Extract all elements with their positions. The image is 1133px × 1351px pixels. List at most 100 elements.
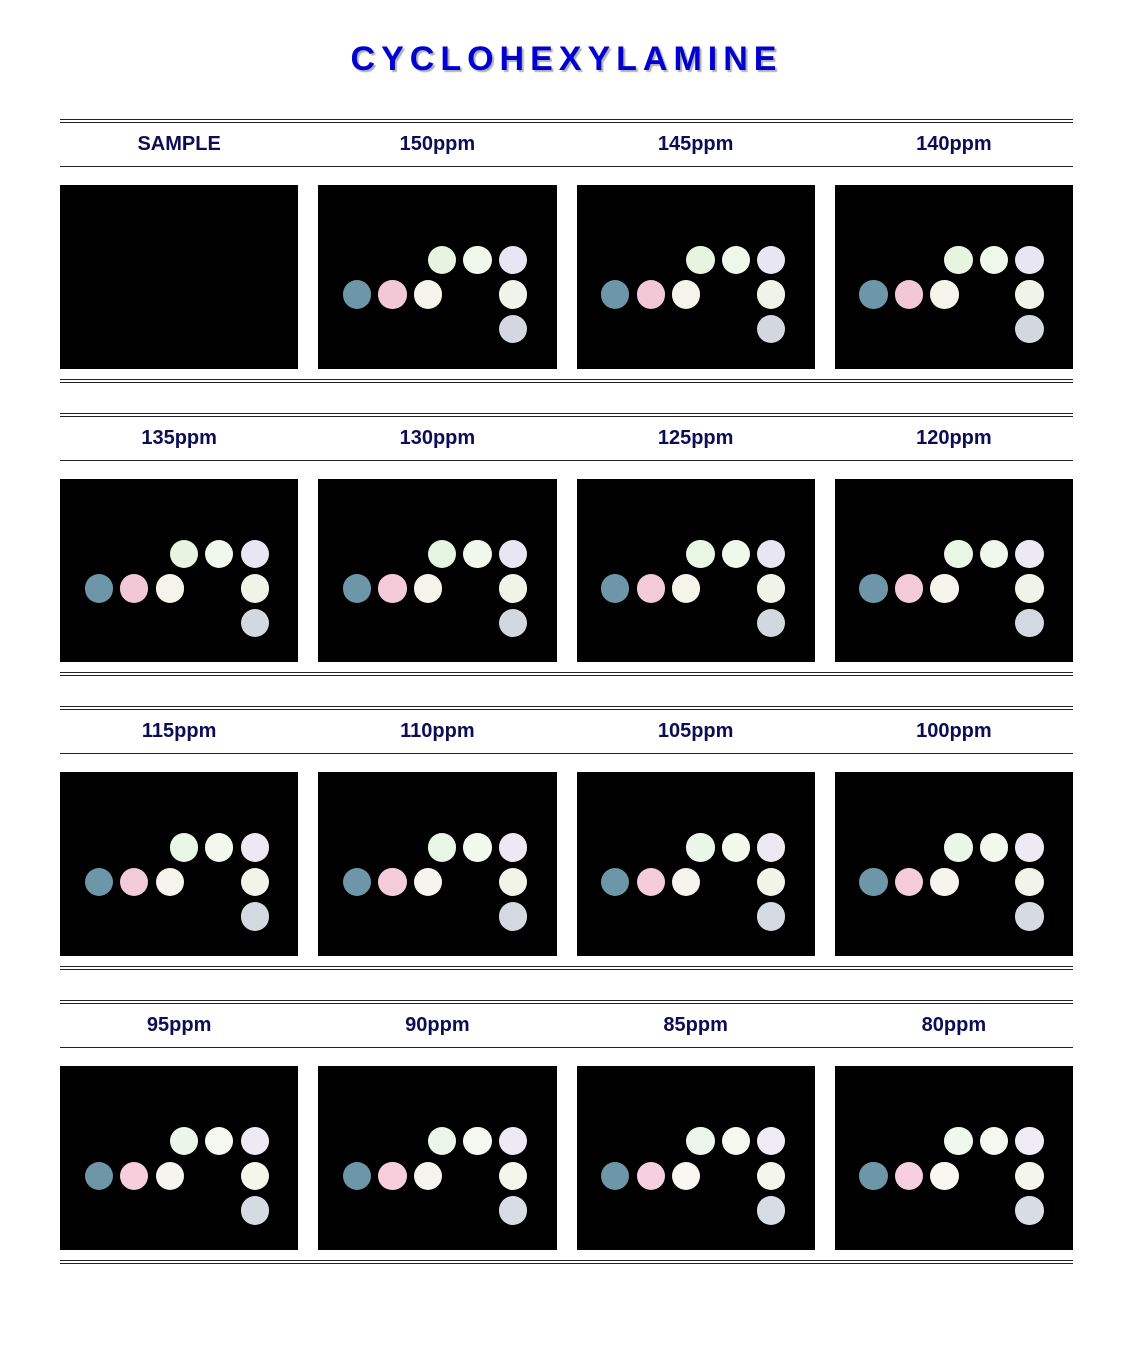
row-block: SAMPLE150ppm145ppm140ppm [60, 119, 1073, 383]
rule-double [60, 119, 1073, 123]
sensor-dot [414, 1162, 442, 1190]
sensor-dot [930, 280, 958, 308]
labels-row: SAMPLE150ppm145ppm140ppm [60, 127, 1073, 162]
sensor-dot [637, 868, 665, 896]
panels-row [60, 1060, 1073, 1256]
sensor-dot [895, 574, 923, 602]
panel-label: 90ppm [318, 1014, 556, 1037]
sensor-dot [1015, 280, 1043, 308]
sensor-dot [686, 540, 714, 568]
sensor-dot [156, 1162, 184, 1190]
panel-label: 95ppm [60, 1014, 298, 1037]
sensor-dot [241, 902, 269, 930]
sensor-dot [980, 540, 1008, 568]
panel-label: 100ppm [835, 720, 1073, 743]
sensor-dot [757, 1196, 785, 1224]
sensor-dot [930, 1162, 958, 1190]
sensor-dot [757, 833, 785, 861]
sensor-dot [414, 868, 442, 896]
sensor-dot [1015, 1127, 1043, 1155]
sensor-dot [601, 1162, 629, 1190]
sensor-dot [120, 1162, 148, 1190]
sensor-dot [120, 868, 148, 896]
sensor-dot [499, 1162, 527, 1190]
sensor-dot [205, 833, 233, 861]
sensor-dot [499, 246, 527, 274]
sensor-dot [895, 280, 923, 308]
sensor-dot [859, 1162, 887, 1190]
panels-row [60, 473, 1073, 669]
sensor-dot [980, 1127, 1008, 1155]
sensor-dot [757, 540, 785, 568]
sensor-panel [60, 1066, 298, 1250]
sensor-dot [499, 315, 527, 343]
panel-label: 120ppm [835, 427, 1073, 450]
sensor-dot [757, 246, 785, 274]
panels-row [60, 179, 1073, 375]
sensor-panel [577, 772, 815, 956]
sensor-dot [980, 246, 1008, 274]
sensor-dot [601, 868, 629, 896]
sensor-dot [463, 246, 491, 274]
sensor-dot [85, 574, 113, 602]
sensor-dot [601, 574, 629, 602]
sensor-dot [637, 1162, 665, 1190]
sensor-dot [1015, 574, 1043, 602]
sensor-dot [205, 1127, 233, 1155]
sensor-dot [499, 833, 527, 861]
sensor-dot [205, 540, 233, 568]
panel-label: 125ppm [577, 427, 815, 450]
sensor-dot [170, 540, 198, 568]
sensor-dot [930, 868, 958, 896]
sensor-dot [930, 574, 958, 602]
sensor-dot [85, 868, 113, 896]
rule-double [60, 672, 1073, 676]
sensor-dot [241, 868, 269, 896]
sensor-dot [1015, 902, 1043, 930]
sensor-dot [672, 280, 700, 308]
sensor-dot [757, 280, 785, 308]
sensor-dot [944, 1127, 972, 1155]
sensor-dot [722, 1127, 750, 1155]
panel-label: SAMPLE [60, 133, 298, 156]
sensor-dot [722, 540, 750, 568]
panel-label: 85ppm [577, 1014, 815, 1037]
panel-label: 105ppm [577, 720, 815, 743]
sensor-panel [577, 1066, 815, 1250]
sensor-dot [686, 833, 714, 861]
sensor-panel [835, 479, 1073, 663]
sensor-dot [428, 1127, 456, 1155]
sensor-dot [757, 609, 785, 637]
rule-double [60, 413, 1073, 417]
sensor-dot [672, 574, 700, 602]
sensor-panel [60, 185, 298, 369]
labels-row: 95ppm 90ppm 85ppm 80ppm [60, 1008, 1073, 1043]
sensor-dot [757, 315, 785, 343]
sensor-dot [686, 1127, 714, 1155]
sensor-dot [637, 574, 665, 602]
sensor-panel [835, 1066, 1073, 1250]
sensor-dot [1015, 246, 1043, 274]
sensor-dot [499, 540, 527, 568]
labels-row: 135ppm130ppm125ppm120ppm [60, 421, 1073, 456]
sensor-dot [499, 902, 527, 930]
panel-label: 135ppm [60, 427, 298, 450]
panel-label: 145ppm [577, 133, 815, 156]
rule-double [60, 1000, 1073, 1004]
sensor-dot [1015, 315, 1043, 343]
sensor-dot [757, 1127, 785, 1155]
sensor-panel [835, 185, 1073, 369]
rule-single [60, 166, 1073, 167]
sensor-dot [378, 574, 406, 602]
rule-double [60, 966, 1073, 970]
sensor-dot [722, 833, 750, 861]
sensor-dot [944, 540, 972, 568]
sensor-dot [1015, 833, 1043, 861]
sensor-dot [343, 1162, 371, 1190]
panel-grid: SAMPLE150ppm145ppm140ppm135ppm130ppm125p… [60, 119, 1073, 1264]
sensor-dot [241, 833, 269, 861]
panel-label: 80ppm [835, 1014, 1073, 1037]
sensor-dot [499, 1127, 527, 1155]
sensor-dot [1015, 540, 1043, 568]
sensor-dot [601, 280, 629, 308]
